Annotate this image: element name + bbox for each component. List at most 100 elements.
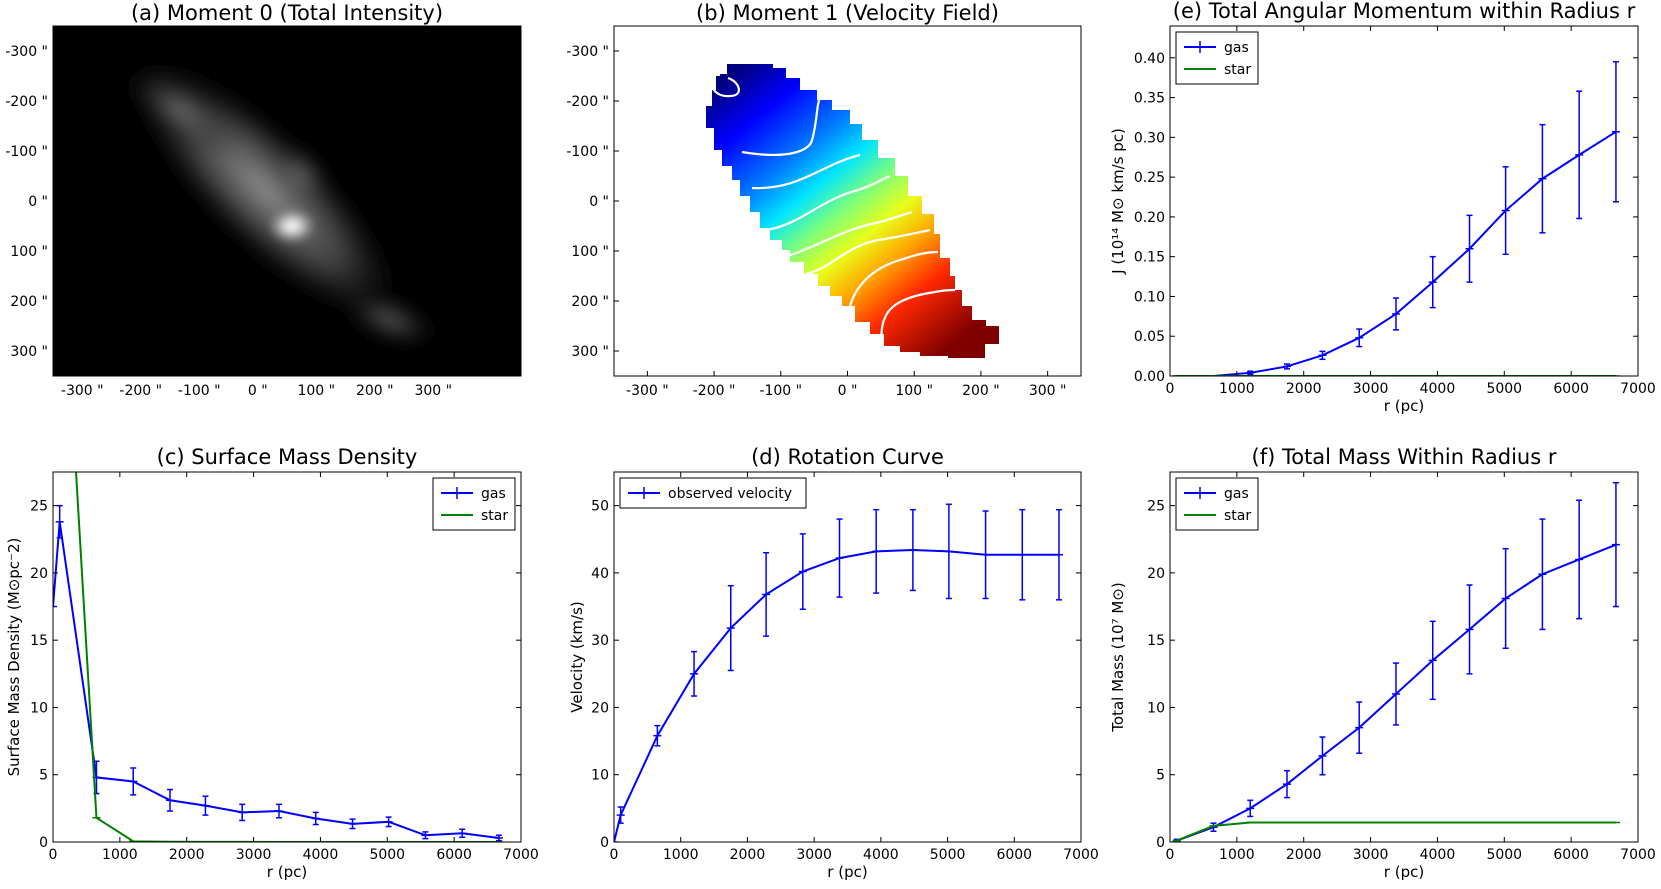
x-tick-label: 3000 bbox=[236, 847, 272, 863]
plot-area-d bbox=[614, 503, 1063, 842]
x-tick-label: 3000 bbox=[796, 847, 832, 863]
y-tick-label: 15 bbox=[1147, 633, 1165, 649]
x-tick-label: -200 " bbox=[119, 383, 162, 399]
chart-title-a: (a) Moment 0 (Total Intensity) bbox=[131, 1, 443, 25]
legend-box bbox=[1175, 477, 1259, 531]
plot-area-f bbox=[1172, 482, 1620, 842]
x-tick-label: 3000 bbox=[1353, 847, 1389, 863]
y-tick-label: 25 bbox=[1147, 499, 1165, 515]
legend-label-star: star bbox=[1224, 62, 1251, 78]
y-tick-label: 0.20 bbox=[1134, 210, 1165, 226]
axes-frame-c bbox=[52, 471, 522, 843]
legend-label-gas: gas bbox=[481, 486, 506, 502]
y-axis-label: J (10¹⁴ M⊙ km/s pc) bbox=[1109, 128, 1127, 275]
legend-d: observed velocity bbox=[619, 477, 807, 509]
moment0-image bbox=[53, 26, 521, 376]
y-tick-label: 20 bbox=[30, 566, 48, 582]
velocity-field-region bbox=[706, 64, 999, 358]
x-tick-label: 300 " bbox=[414, 383, 452, 399]
moment1-image bbox=[706, 64, 999, 358]
chart-title-e: (e) Total Angular Momentum within Radius… bbox=[1173, 0, 1636, 23]
y-tick-label: -100 " bbox=[566, 144, 609, 160]
x-tick-label: 5000 bbox=[369, 847, 405, 863]
y-tick-label: 0.15 bbox=[1134, 250, 1165, 266]
chart-title-b: (b) Moment 1 (Velocity Field) bbox=[696, 1, 999, 25]
x-tick-label: 0 bbox=[610, 847, 619, 863]
y-tick-label: 0 " bbox=[589, 194, 609, 210]
y-tick-label: 20 bbox=[591, 700, 609, 716]
y-tick-label: -300 " bbox=[5, 44, 48, 60]
plot-area-e bbox=[1172, 61, 1620, 376]
legend-box bbox=[1175, 31, 1259, 85]
y-tick-label: 40 bbox=[591, 566, 609, 582]
y-tick-label: 200 " bbox=[10, 294, 48, 310]
y-tick-label: 15 bbox=[30, 633, 48, 649]
y-tick-label: 0 bbox=[600, 835, 609, 851]
x-tick-label: 100 " bbox=[297, 383, 335, 399]
axes-frame-e bbox=[1169, 25, 1639, 377]
y-tick-label: 0 " bbox=[28, 194, 48, 210]
axes-frame-f bbox=[1169, 471, 1639, 843]
x-tick-label: 200 " bbox=[356, 383, 394, 399]
legend-label-gas: gas bbox=[1224, 486, 1249, 502]
y-tick-label: 50 bbox=[591, 499, 609, 515]
x-tick-label: 0 bbox=[1166, 381, 1175, 397]
x-tick-label: 2000 bbox=[730, 847, 766, 863]
x-axis-label: r (pc) bbox=[1384, 863, 1424, 881]
x-tick-label: 100 " bbox=[895, 383, 933, 399]
y-tick-label: 300 " bbox=[10, 344, 48, 360]
x-tick-label: 200 " bbox=[962, 383, 1000, 399]
x-axis-label: r (pc) bbox=[1384, 397, 1424, 415]
x-tick-label: 1000 bbox=[1219, 381, 1255, 397]
legend-box bbox=[432, 477, 516, 531]
series-line-observed-velocity bbox=[614, 549, 1059, 842]
y-tick-label: 0 bbox=[39, 835, 48, 851]
y-tick-label: 30 bbox=[591, 633, 609, 649]
y-tick-label: 0.40 bbox=[1134, 51, 1165, 67]
velocity-contours bbox=[710, 73, 956, 346]
x-tick-label: 2000 bbox=[1286, 847, 1322, 863]
y-tick-label: 100 " bbox=[10, 244, 48, 260]
x-axis-label: r (pc) bbox=[827, 863, 867, 881]
y-tick-label: 0.05 bbox=[1134, 329, 1165, 345]
x-tick-label: 1000 bbox=[663, 847, 699, 863]
x-tick-label: 5000 bbox=[1486, 381, 1522, 397]
x-tick-label: -100 " bbox=[759, 383, 802, 399]
x-tick-label: 0 " bbox=[248, 383, 268, 399]
y-tick-label: -200 " bbox=[566, 94, 609, 110]
x-tick-label: -300 " bbox=[626, 383, 669, 399]
y-tick-label: 10 bbox=[591, 768, 609, 784]
x-tick-label: 7000 bbox=[1620, 381, 1656, 397]
y-axis-label: Surface Mass Density (M⊙pc⁻2) bbox=[5, 538, 23, 777]
x-tick-label: 0 bbox=[1166, 847, 1175, 863]
x-tick-label: 300 " bbox=[1029, 383, 1067, 399]
chart-title-c: (c) Surface Mass Density bbox=[157, 445, 418, 469]
chart-title-f: (f) Total Mass Within Radius r bbox=[1252, 445, 1557, 469]
legend-label-gas: gas bbox=[1224, 40, 1249, 56]
y-tick-label: 200 " bbox=[571, 294, 609, 310]
y-tick-label: 300 " bbox=[571, 344, 609, 360]
x-tick-label: 7000 bbox=[1620, 847, 1656, 863]
y-tick-label: 5 bbox=[1156, 768, 1165, 784]
y-tick-label: 0.25 bbox=[1134, 170, 1165, 186]
y-tick-label: 5 bbox=[39, 768, 48, 784]
series-line-star bbox=[1176, 821, 1616, 842]
x-tick-label: 7000 bbox=[503, 847, 539, 863]
axes-frame-d bbox=[613, 471, 1082, 843]
legend-label-star: star bbox=[481, 508, 508, 524]
x-tick-label: 6000 bbox=[1553, 847, 1589, 863]
x-tick-label: 4000 bbox=[1420, 847, 1456, 863]
x-tick-label: 2000 bbox=[1286, 381, 1322, 397]
y-tick-label: 20 bbox=[1147, 566, 1165, 582]
y-tick-label: -300 " bbox=[566, 44, 609, 60]
x-tick-label: 3000 bbox=[1353, 381, 1389, 397]
x-axis-label: r (pc) bbox=[267, 863, 307, 881]
legend-e: gas star bbox=[1175, 31, 1259, 85]
x-tick-label: 5000 bbox=[1486, 847, 1522, 863]
y-tick-label: -100 " bbox=[5, 144, 48, 160]
y-tick-label: 10 bbox=[1147, 700, 1165, 716]
x-tick-label: 5000 bbox=[930, 847, 966, 863]
x-tick-label: -100 " bbox=[178, 383, 221, 399]
x-tick-label: 7000 bbox=[1063, 847, 1099, 863]
